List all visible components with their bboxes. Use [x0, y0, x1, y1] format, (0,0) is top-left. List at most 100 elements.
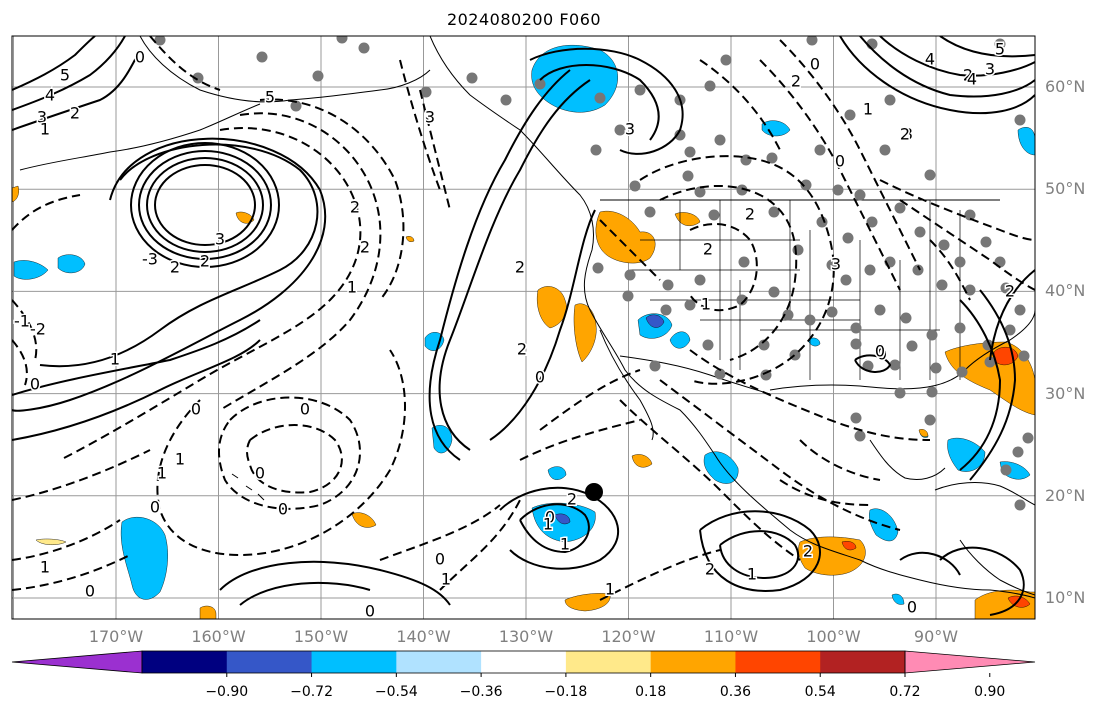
station-dot [874, 304, 886, 316]
station-dot [629, 180, 641, 192]
station-dot [154, 36, 166, 46]
longitude-label: 150°W [293, 627, 349, 646]
gulf-coast [769, 309, 1035, 391]
contour-label: 1 [543, 515, 553, 534]
station-dot [900, 312, 912, 324]
station-dot [894, 202, 906, 214]
station-dot [622, 290, 634, 302]
station-dot [826, 259, 838, 271]
contour-label: 3 [425, 108, 435, 127]
latitude-label: 10°N [1045, 588, 1086, 607]
station-markers [154, 36, 1034, 511]
station-dot [964, 284, 976, 296]
contour-label: 0 [135, 48, 145, 67]
station-dot [926, 329, 938, 341]
station-dot [1022, 432, 1034, 444]
station-dot [994, 256, 1006, 268]
station-dot [994, 38, 1006, 50]
contour-label: 5 [60, 66, 70, 85]
contour-label: 3 [215, 230, 225, 249]
contour-label: 1 [605, 580, 615, 599]
station-dot [1014, 114, 1026, 126]
station-dot [1004, 324, 1016, 336]
orange-shading [674, 212, 701, 226]
station-dot [736, 294, 748, 306]
longitude-label: 140°W [396, 627, 451, 646]
colorbar-tick-label: 0.72 [889, 684, 921, 700]
contour-label: 0 [535, 368, 545, 387]
station-dot [594, 92, 606, 104]
central-america [959, 539, 1035, 596]
station-dot [826, 306, 838, 318]
contour-label: 4 [45, 86, 55, 105]
station-dot [684, 299, 696, 311]
contour-label: 2 [803, 542, 813, 561]
dashed-contours [12, 36, 1035, 601]
contour-label: 0 [255, 464, 265, 483]
contour-label: 0 [545, 508, 555, 527]
station-dot [466, 72, 478, 84]
latitude-label: 30°N [1045, 383, 1086, 403]
contour-label: 2 [350, 198, 360, 217]
contour-label: 2 [1005, 282, 1015, 301]
blue-shading [947, 437, 986, 472]
colorbar-bin [820, 651, 906, 673]
station-dot [768, 206, 780, 218]
station-dot [736, 184, 748, 196]
cuba [934, 482, 1035, 506]
blue-shading [669, 331, 691, 349]
station-dot [832, 184, 844, 196]
station-dot [844, 109, 856, 121]
yucatan [869, 439, 946, 481]
colorbar-bin [481, 651, 567, 673]
station-dot [889, 359, 901, 371]
longitude-label: 130°W [498, 627, 554, 646]
contour-label: 0 [810, 55, 820, 74]
contour-label: 0 [278, 500, 288, 519]
colorbar-tick-label: −0.36 [459, 684, 503, 700]
station-dot [694, 186, 706, 198]
station-dot [714, 134, 726, 146]
contour-label: 3 [985, 60, 995, 79]
station-dot [256, 51, 268, 63]
station-dot [660, 304, 672, 316]
contour-label: 2 [567, 490, 577, 509]
blue-shading [13, 260, 49, 280]
north-america-coastline [429, 36, 1035, 599]
blue-shading [891, 593, 905, 605]
colorbar-bin [142, 651, 228, 673]
contour-label: 0 [877, 345, 887, 364]
yellow-shading [35, 538, 67, 545]
station-dot [720, 54, 732, 66]
station-dot [804, 314, 816, 326]
contour-label: 2 [900, 125, 910, 144]
station-dot [964, 209, 976, 221]
station-dot [936, 279, 948, 291]
orange-shading [351, 512, 377, 528]
contours [12, 36, 1035, 616]
contour-label: 1 [175, 450, 185, 469]
contour-label: 2 [517, 340, 527, 359]
contour-label: 0 [875, 342, 885, 361]
colorbar-bin [226, 651, 313, 673]
station-dot [766, 152, 778, 164]
orange-shading [564, 593, 611, 612]
station-dot [938, 239, 950, 251]
station-dot [1000, 282, 1012, 294]
station-dot [850, 338, 862, 350]
contour-label: 1 [110, 350, 120, 369]
station-dot [854, 189, 866, 201]
station-dot [420, 86, 432, 98]
latitude-label: 40°N [1045, 281, 1086, 301]
purple-shading [645, 314, 665, 328]
orange-shading [595, 210, 656, 264]
blue-shading [547, 466, 567, 480]
colorbar-tick-label: 0.90 [974, 684, 1006, 700]
station-dot [840, 274, 852, 286]
contour-label: -1 [14, 312, 30, 331]
station-dot [792, 244, 804, 256]
station-dot [850, 412, 862, 424]
solid-contours [12, 36, 1035, 616]
